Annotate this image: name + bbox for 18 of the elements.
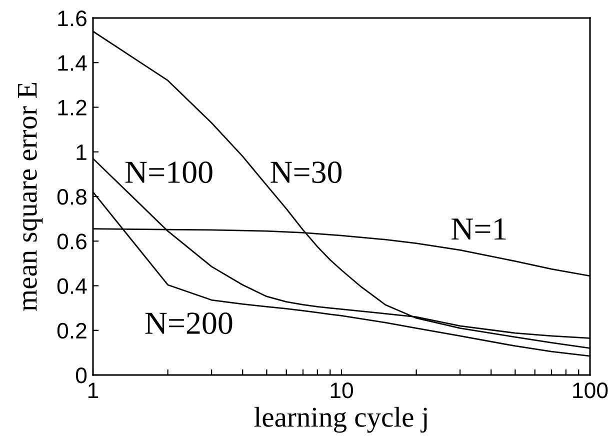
y-tick-label: 0.8	[57, 189, 86, 205]
y-tick-label: 0.2	[57, 322, 86, 339]
series-label: N=200	[145, 312, 232, 334]
series-label: N=100	[125, 162, 212, 184]
y-tick-label: 1.2	[58, 100, 86, 116]
y-tick-label: 0.4	[57, 278, 87, 294]
y-tick-label: 1	[76, 144, 86, 160]
x-axis-title: learning cycle j	[254, 406, 427, 433]
series-label: N=30	[270, 162, 342, 184]
y-tick-label: 0.6	[57, 234, 86, 250]
y-tick-label: 0	[76, 368, 87, 384]
x-tick-label: 1	[88, 382, 98, 398]
y-tick-label: 1.4	[58, 55, 87, 71]
x-tick-label: 100	[573, 382, 608, 398]
series-label: N=1	[452, 218, 506, 240]
x-tick-label: 10	[330, 382, 353, 398]
y-axis-title: mean square error E	[18, 82, 43, 311]
y-tick-label: 1.6	[58, 10, 86, 26]
